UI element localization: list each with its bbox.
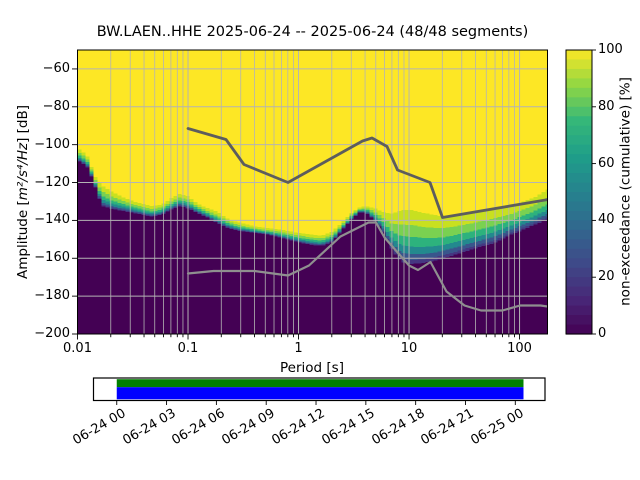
colorbar-gradient-step xyxy=(566,267,592,278)
x-tick-label: 10 xyxy=(400,341,418,356)
x-tick-label: 100 xyxy=(507,341,532,356)
y-tick-label: −120 xyxy=(34,174,70,190)
colorbar-gradient-step xyxy=(566,87,592,98)
axes-frame xyxy=(72,49,548,340)
ppsd-region-0pct xyxy=(77,161,548,334)
colorbar-gradient-step xyxy=(566,220,592,231)
plot-title: BW.LAEN..HHE 2025-06-24 -- 2025-06-24 (4… xyxy=(96,24,529,40)
colorbar-tick-label: 60 xyxy=(598,155,615,171)
colorbar-border xyxy=(565,49,593,335)
colorbar-gradient-step xyxy=(566,277,592,288)
colorbar-gradient-step xyxy=(566,286,592,297)
nlnm-curve xyxy=(186,221,548,312)
colorbar-gradient-step xyxy=(566,59,592,70)
nhnm-curve xyxy=(186,127,548,219)
coverage-bar-blue xyxy=(116,387,524,400)
ppsd-band-0 xyxy=(77,149,548,238)
colorbar-gradient-step xyxy=(566,296,592,307)
ppsd-mesh xyxy=(77,50,548,334)
y-tick-label: −200 xyxy=(34,326,70,341)
x-tick-label: 1 xyxy=(294,341,303,356)
colorbar-gradient-step xyxy=(566,68,592,79)
colorbar xyxy=(565,49,596,335)
colorbar-gradient-step xyxy=(566,106,592,117)
colorbar-gradient-step xyxy=(566,248,592,259)
y-tick-label: −60 xyxy=(42,60,70,76)
colorbar-gradient-step xyxy=(566,154,592,165)
colorbar-gradient-step xyxy=(566,258,592,269)
colorbar-tick-label: 0 xyxy=(598,326,607,341)
colorbar-gradient-step xyxy=(566,315,592,326)
timeline-axis xyxy=(92,377,546,405)
colorbar-gradient-step xyxy=(566,229,592,240)
colorbar-tick-label: 20 xyxy=(598,269,615,285)
colorbar-tick-label: 100 xyxy=(598,42,623,57)
noise-model-curves xyxy=(186,127,548,312)
colorbar-gradient-step xyxy=(566,144,592,155)
plot-border xyxy=(77,49,548,335)
colorbar-gradient-step xyxy=(566,125,592,136)
colorbar-gradient-step xyxy=(566,210,592,221)
coverage-bar-green xyxy=(116,379,524,388)
colorbar-gradient-step xyxy=(566,97,592,108)
colorbar-gradient-step xyxy=(566,305,592,316)
colorbar-gradient-step xyxy=(566,135,592,146)
colorbar-gradient-step xyxy=(566,173,592,184)
y-tick-label: −140 xyxy=(34,212,70,228)
colorbar-gradient-step xyxy=(566,116,592,127)
colorbar-gradient-step xyxy=(566,239,592,250)
colorbar-tick-label: 40 xyxy=(598,212,615,228)
gridlines xyxy=(77,50,548,334)
y-tick-label: −160 xyxy=(34,250,70,266)
colorbar-gradient-step xyxy=(566,192,592,203)
colorbar-gradient-step xyxy=(566,324,592,335)
colorbar-tick-label: 80 xyxy=(598,98,615,114)
colorbar-gradient-step xyxy=(566,163,592,174)
colorbar-gradient-step xyxy=(566,50,592,61)
colorbar-gradient-step xyxy=(566,182,592,193)
x-tick-label: 0.01 xyxy=(63,341,92,356)
y-tick-label: −80 xyxy=(42,98,70,114)
x-axis-label: Period [s] xyxy=(280,360,344,376)
y-tick-label: −180 xyxy=(34,288,70,304)
y-tick-label: −100 xyxy=(34,136,70,152)
colorbar-label: non-exceedance (cumulative) [%] xyxy=(617,77,634,306)
colorbar-gradient-step xyxy=(566,201,592,212)
x-tick-label: 0.1 xyxy=(177,341,199,356)
colorbar-gradient-step xyxy=(566,78,592,89)
ppsd-band-3 xyxy=(77,158,548,254)
